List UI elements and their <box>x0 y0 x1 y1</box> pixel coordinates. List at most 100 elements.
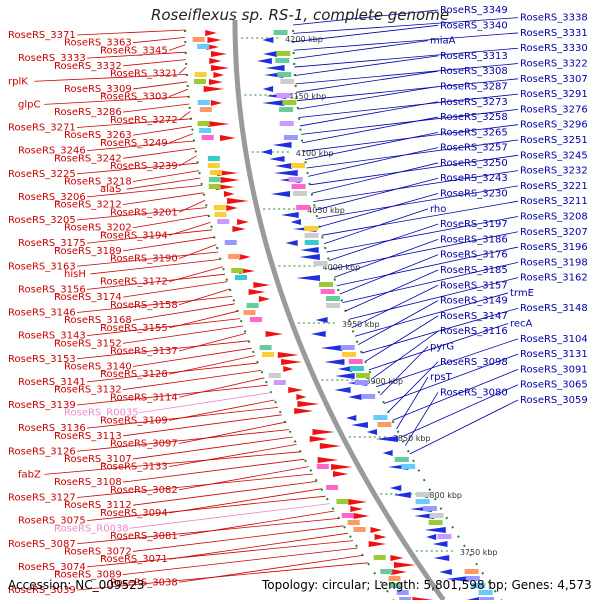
left-leader-line <box>123 103 190 113</box>
left-leader-line <box>178 66 187 74</box>
left-gene-label: RoseRS_3225 <box>8 169 76 180</box>
left-leader-line <box>139 392 272 414</box>
right-leader-line <box>321 200 519 236</box>
feature-category-block <box>290 163 305 168</box>
scale-tick-label: 3950 kbp <box>342 320 380 329</box>
reverse-gene-arrow <box>262 37 274 43</box>
feature-category-block <box>326 485 339 490</box>
right-leader-line <box>358 300 439 345</box>
scale-tick-label: 3750 kbp <box>460 548 498 557</box>
right-leader-line <box>400 384 519 438</box>
left-gene-label: RoseRS_3136 <box>18 423 86 434</box>
right-gene-label: RoseRS_3276 <box>520 104 588 115</box>
forward-gene-arrow <box>209 79 223 85</box>
left-leader-line <box>77 251 219 267</box>
right-gene-label: RoseRS_3176 <box>440 250 508 261</box>
left-leader-line <box>133 81 188 90</box>
feature-category-block <box>349 366 364 371</box>
forward-gene-arrow <box>206 44 220 50</box>
left-gene-label: RoseRS_3108 <box>54 477 122 488</box>
right-gene-label: RoseRS_3149 <box>440 296 508 307</box>
accession-text: Accession: NC_009523 <box>8 578 145 592</box>
left-gene-label: RoseRS_3172 <box>100 277 168 288</box>
right-leader-line <box>348 277 519 320</box>
forward-gene-arrow <box>210 65 230 71</box>
feature-category-block <box>348 359 363 364</box>
left-gene-label: RoseRS_3075 <box>18 516 86 527</box>
left-gene-label: RoseRS_3156 <box>18 284 86 295</box>
forward-gene-arrow <box>319 443 341 449</box>
left-gene-label: RoseRS_3190 <box>110 254 178 265</box>
right-gene-label: pyrG <box>430 341 454 352</box>
left-leader-line <box>178 199 206 213</box>
feature-category-block <box>291 184 306 189</box>
left-leader-line <box>179 466 309 491</box>
forward-gene-arrow <box>207 121 230 127</box>
right-gene-label: RoseRS_3116 <box>440 326 508 337</box>
feature-category-block <box>389 583 402 588</box>
right-gene-label: RoseRS_3080 <box>440 387 508 398</box>
feature-category-block <box>199 107 212 112</box>
right-leader-line <box>308 147 439 177</box>
left-leader-line <box>179 377 265 398</box>
left-leader-line <box>169 488 322 514</box>
reverse-gene-arrow <box>424 527 446 533</box>
right-gene-label: RoseRS_3287 <box>440 81 508 92</box>
forward-gene-arrow <box>217 170 239 176</box>
feature-category-block <box>197 44 210 49</box>
left-gene-label: RoseRS_3140 <box>64 361 132 372</box>
right-gene-label: RoseRS_3207 <box>520 227 588 238</box>
map-band <box>173 15 514 600</box>
right-leader-line <box>299 101 439 127</box>
reverse-gene-arrow <box>346 415 357 421</box>
left-gene-label: RoseRS_3087 <box>8 539 76 550</box>
right-leader-line <box>342 261 519 303</box>
left-gene-label: RoseRS_3081 <box>110 531 178 542</box>
feature-category-block <box>464 569 479 574</box>
left-gene-label: RoseRS_3363 <box>64 38 132 49</box>
reverse-gene-arrow <box>263 51 277 57</box>
right-leader-line <box>409 399 519 455</box>
left-gene-label: RoseRS_3246 <box>18 146 86 157</box>
feature-category-block <box>313 261 328 266</box>
right-gene-label: RoseRS_3104 <box>520 334 588 345</box>
left-gene-label: RoseRS_3089 <box>54 570 122 581</box>
right-leader-line <box>361 307 519 354</box>
left-leader-line <box>133 303 235 321</box>
right-leader-line <box>294 47 519 68</box>
reverse-gene-arrow <box>285 240 298 246</box>
right-gene-label: trmE <box>510 288 534 299</box>
right-leader-line <box>294 55 439 76</box>
left-gene-label: RoseRS_3082 <box>110 485 178 496</box>
right-leader-line <box>313 170 519 203</box>
reverse-gene-arrow <box>337 366 353 372</box>
right-leader-line <box>372 330 439 379</box>
feature-category-block <box>336 499 349 504</box>
right-leader-line <box>296 70 439 93</box>
right-leader-line <box>306 139 519 169</box>
right-leader-line <box>339 254 439 295</box>
right-gene-label: RoseRS_3257 <box>440 143 508 154</box>
feature-category-block <box>231 268 244 273</box>
forward-gene-arrow <box>332 471 349 477</box>
left-gene-label: RoseRS_3206 <box>18 192 86 203</box>
forward-gene-arrow <box>288 387 304 393</box>
feature-category-block <box>478 590 493 595</box>
right-gene-label: RoseRS_3291 <box>520 89 588 100</box>
feature-category-block <box>304 226 319 231</box>
right-gene-label: RoseRS_3098 <box>440 357 508 368</box>
right-leader-line <box>309 154 519 186</box>
reverse-gene-arrow <box>324 359 345 365</box>
feature-category-block <box>355 373 370 378</box>
reverse-gene-arrow <box>300 247 319 253</box>
genome-summary-text: Topology: circular; Length: 5,801,598 bp… <box>262 578 592 592</box>
left-gene-label: RoseRS_3168 <box>64 315 132 326</box>
right-leader-line <box>384 353 519 404</box>
feature-category-block <box>304 233 319 238</box>
right-gene-label: RoseRS_3162 <box>520 273 588 284</box>
reverse-gene-arrow <box>290 219 301 225</box>
feature-category-block <box>353 527 366 532</box>
left-leader-line <box>178 111 191 121</box>
right-leader-line <box>396 376 429 429</box>
